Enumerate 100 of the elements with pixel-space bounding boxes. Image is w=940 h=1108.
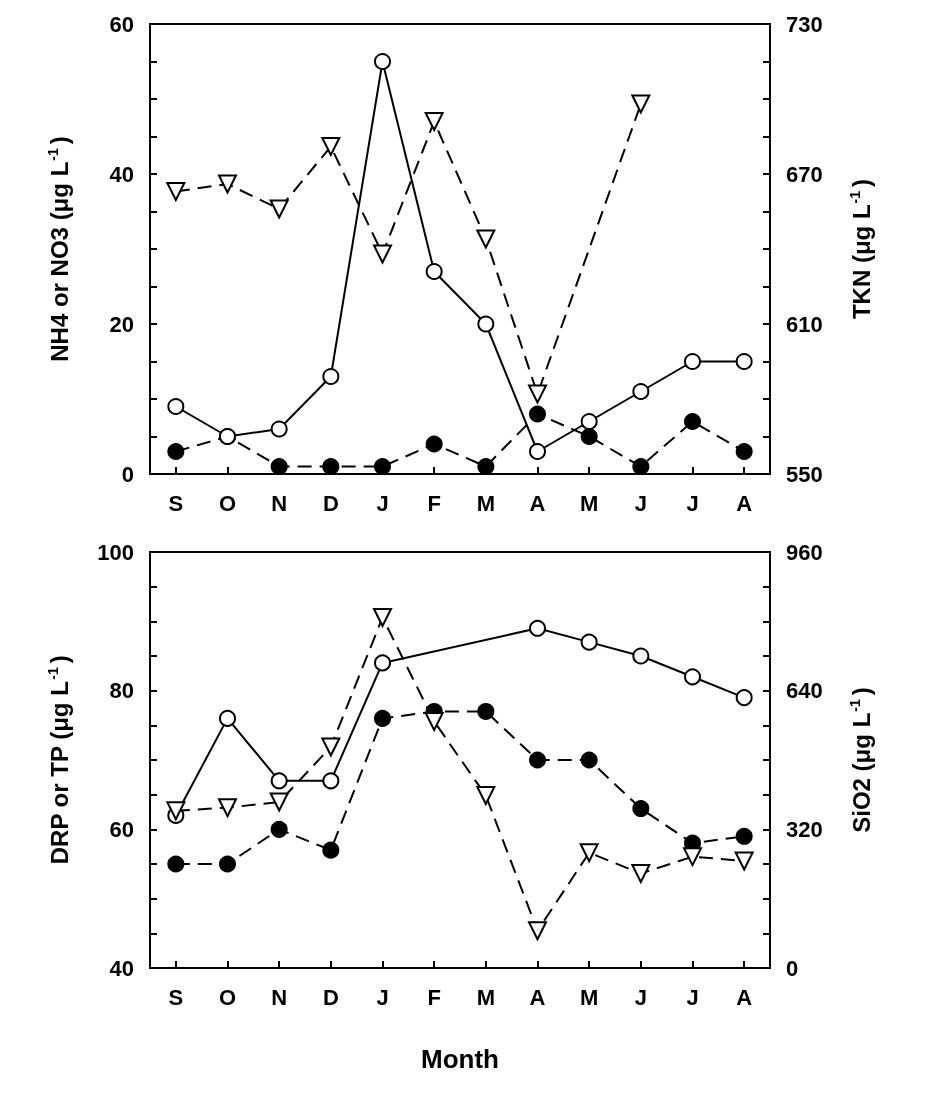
point [529,405,546,423]
point [631,864,651,884]
y-tick-label: 80 [109,678,134,704]
y2-tick-label: 640 [786,678,823,704]
point [218,798,237,818]
x-tick-label: A [736,490,753,516]
point [270,820,288,838]
point [269,199,289,219]
y-tick-label: 60 [109,816,134,842]
point [425,435,443,453]
point [270,772,288,790]
x-tick-label: O [218,984,237,1010]
x-axis-title: Month [421,1044,499,1074]
point [321,137,341,156]
y-tick-label: 20 [109,311,134,337]
x-tick-label: O [218,490,237,516]
point [374,53,391,70]
point [424,711,444,731]
x-tick-label: J [686,984,699,1010]
point [374,654,391,672]
x-tick-label: N [271,490,288,516]
point [684,353,701,370]
point [425,263,443,280]
point [529,443,546,460]
point [734,851,754,871]
y-tick-label: 40 [109,955,134,981]
point [735,353,753,370]
point [735,689,753,707]
point [373,244,392,264]
point [321,737,341,757]
point [477,458,495,475]
point [322,841,340,859]
point [477,315,495,333]
x-tick-label: M [476,490,495,516]
point [735,827,753,845]
point [632,383,650,400]
point [632,800,650,818]
x-tick-label: M [580,490,599,516]
x-tick-label: A [529,984,546,1010]
point [167,443,185,460]
point [166,182,186,201]
point [529,619,546,637]
x-tick-label: J [634,490,647,516]
point [374,709,391,727]
point [684,413,701,430]
y2-tick-label: 0 [786,955,799,981]
x-tick-label: N [271,984,288,1010]
point [374,458,391,475]
point [476,786,496,806]
y-tick-label: 40 [109,161,134,187]
x-tick-label: J [634,984,647,1010]
point [167,398,185,415]
point [476,229,496,249]
y-tick-label: 100 [97,539,134,565]
x-tick-label: M [476,984,495,1010]
point [219,855,236,873]
y2-tick-label: 550 [786,461,823,487]
point [167,855,185,873]
point [322,368,340,385]
point [322,772,340,790]
point [735,443,753,460]
point [166,801,186,821]
point [477,702,495,720]
point [528,384,547,404]
y2-tick-label: 670 [786,161,823,187]
x-tick-label: A [736,984,753,1010]
point [632,458,650,475]
x-tick-label: J [376,490,389,516]
y2-axis-title: TKN (μg L-1) [847,178,875,320]
x-tick-label: S [168,984,184,1010]
point [322,458,340,475]
x-tick-label: D [322,490,339,516]
point [270,458,288,475]
y2-axis-title: SiO2 (μg L-1) [847,687,875,833]
x-tick-label: F [427,490,441,516]
point [270,420,288,438]
point [580,633,598,651]
point [269,792,289,812]
x-tick-label: D [322,984,339,1010]
point [219,709,236,727]
point [580,428,598,445]
y2-tick-label: 320 [786,816,823,842]
y2-tick-label: 960 [786,539,823,565]
y2-tick-label: 610 [786,311,823,337]
x-tick-label: S [168,490,184,516]
point [580,751,598,769]
y2-tick-label: 730 [786,11,823,37]
point [683,847,702,867]
x-tick-label: F [427,984,441,1010]
point [424,112,444,131]
x-tick-label: J [686,490,699,516]
point [529,751,546,769]
point [218,174,237,194]
y-tick-label: 0 [121,461,134,487]
x-tick-label: A [529,490,546,516]
point [631,94,651,114]
point [632,647,650,665]
y-tick-label: 60 [109,11,134,37]
x-tick-label: J [376,984,389,1010]
y-axis-title: NH4 or NO3 (μg L-1) [45,136,73,362]
